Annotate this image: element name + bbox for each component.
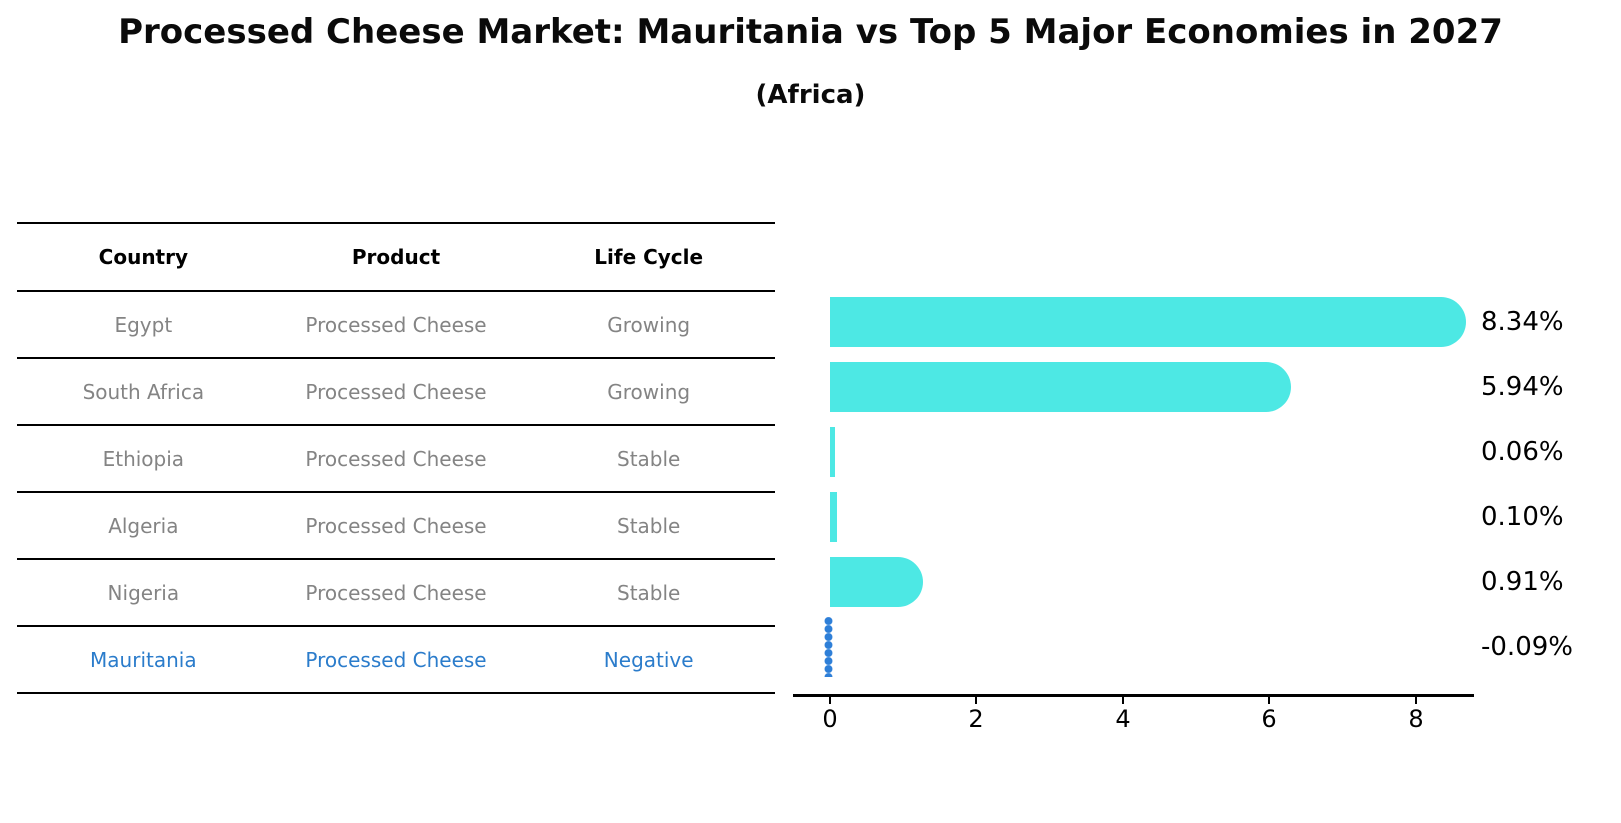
product-cell: Processed Cheese xyxy=(305,446,487,471)
table-row-mauritania: Mauritania Processed Cheese Negative xyxy=(17,627,775,694)
x-tick-label-6: 6 xyxy=(1261,705,1277,733)
x-axis-tick xyxy=(1415,696,1417,704)
chart-title: Processed Cheese Market: Mauritania vs T… xyxy=(118,12,1503,52)
table-row: Nigeria Processed Cheese Stable xyxy=(17,560,775,627)
product-cell: Processed Cheese xyxy=(305,513,487,538)
table-row: South Africa Processed Cheese Growing xyxy=(17,359,775,426)
product-cell: Processed Cheese xyxy=(305,580,487,605)
x-axis-tick xyxy=(975,696,977,704)
column-header-country: Country xyxy=(98,245,189,269)
product-cell: Processed Cheese xyxy=(305,647,487,672)
x-tick-label-4: 4 xyxy=(1115,705,1131,733)
product-cell: Processed Cheese xyxy=(305,312,487,337)
x-tick-label-0: 0 xyxy=(822,705,838,733)
bar-south-africa xyxy=(830,362,1291,412)
value-label-ethiopia: 0.06% xyxy=(1481,437,1564,467)
value-label-egypt: 8.34% xyxy=(1481,307,1564,337)
value-label-mauritania: -0.09% xyxy=(1481,632,1573,662)
bar-egypt xyxy=(830,297,1467,347)
column-header-life-cycle: Life Cycle xyxy=(594,245,704,269)
bar-algeria xyxy=(830,492,838,542)
life-cycle-cell: Stable xyxy=(617,446,681,471)
x-axis-tick xyxy=(1122,696,1124,704)
value-label-nigeria: 0.91% xyxy=(1481,567,1564,597)
country-cell: Mauritania xyxy=(90,647,197,672)
life-cycle-cell: Negative xyxy=(603,647,694,672)
table-header-row: Country Product Life Cycle xyxy=(17,224,775,292)
life-cycle-cell: Stable xyxy=(617,513,681,538)
life-cycle-cell: Growing xyxy=(607,312,691,337)
country-cell: South Africa xyxy=(82,379,205,404)
column-header-product: Product xyxy=(351,245,441,269)
country-cell: Egypt xyxy=(114,312,173,337)
x-axis-tick xyxy=(1268,696,1270,704)
x-axis-tick xyxy=(829,696,831,704)
life-cycle-cell: Stable xyxy=(617,580,681,605)
country-table: Country Product Life Cycle Egypt Process… xyxy=(17,222,775,694)
table-row: Egypt Processed Cheese Growing xyxy=(17,292,775,359)
x-tick-label-8: 8 xyxy=(1408,705,1424,733)
bar-ethiopia xyxy=(830,427,835,477)
table-row: Algeria Processed Cheese Stable xyxy=(17,493,775,560)
chart-subtitle: (Africa) xyxy=(755,80,866,110)
country-cell: Ethiopia xyxy=(102,446,185,471)
x-axis-line xyxy=(793,694,1474,697)
bar-nigeria xyxy=(830,557,923,607)
table-row: Ethiopia Processed Cheese Stable xyxy=(17,426,775,493)
country-cell: Nigeria xyxy=(107,580,180,605)
value-label-algeria: 0.10% xyxy=(1481,502,1564,532)
x-tick-label-2: 2 xyxy=(968,705,984,733)
country-cell: Algeria xyxy=(108,513,179,538)
bar-mauritania-dotted xyxy=(823,617,834,677)
value-label-south-africa: 5.94% xyxy=(1481,372,1564,402)
product-cell: Processed Cheese xyxy=(305,379,487,404)
life-cycle-cell: Growing xyxy=(607,379,691,404)
